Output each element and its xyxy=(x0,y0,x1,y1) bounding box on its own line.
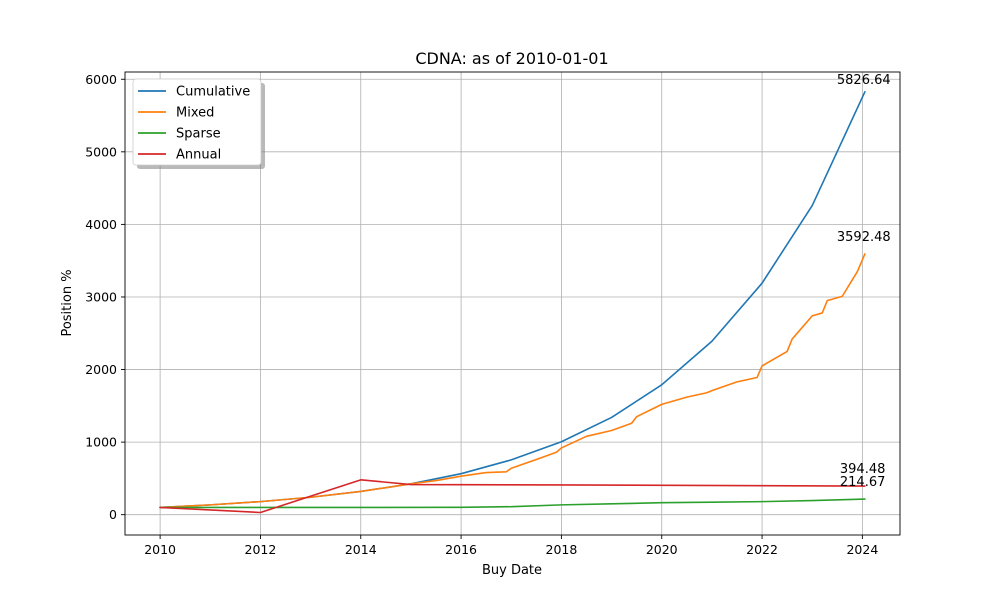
end-label-mixed: 3592.48 xyxy=(837,230,891,245)
x-tick-label: 2024 xyxy=(846,542,878,557)
y-tick-label: 0 xyxy=(109,507,117,522)
x-tick-label: 2014 xyxy=(345,542,377,557)
end-label-annual: 394.48 xyxy=(840,462,886,477)
end-label-cumulative: 5826.64 xyxy=(837,73,891,88)
x-axis-title: Buy Date xyxy=(482,563,542,578)
end-label-sparse: 214.67 xyxy=(840,475,886,490)
legend-label-cumulative: Cumulative xyxy=(176,85,250,100)
plot-frame xyxy=(124,71,901,536)
axis-ticks: 2010 2012 2014 2016 2018 2020 2022 2024 0 1000 200… xyxy=(85,72,878,557)
x-tick-label: 2010 xyxy=(144,542,176,557)
x-tick-label: 2020 xyxy=(646,542,678,557)
y-tick-label: 5000 xyxy=(85,144,117,159)
x-tick-label: 2018 xyxy=(546,542,578,557)
y-tick-label: 1000 xyxy=(85,435,117,450)
grid xyxy=(125,72,900,535)
y-tick-label: 2000 xyxy=(85,362,117,377)
y-tick-label: 4000 xyxy=(85,217,117,232)
y-tick-label: 3000 xyxy=(85,289,117,304)
legend-label-mixed: Mixed xyxy=(176,106,214,121)
series-line-sparse xyxy=(159,498,866,509)
legend-box xyxy=(132,78,262,166)
chart-title: CDNA: as of 2010-01-01 xyxy=(415,49,608,68)
y-axis-title: Position % xyxy=(60,269,75,336)
legend-label-annual: Annual xyxy=(176,148,221,163)
series-line-annual xyxy=(159,479,866,514)
x-tick-label: 2022 xyxy=(746,542,778,557)
legend-label-sparse: Sparse xyxy=(176,127,221,142)
x-tick-label: 2016 xyxy=(445,542,477,557)
legend: Cumulative Mixed Sparse Annual xyxy=(132,78,265,169)
series-line-mixed xyxy=(159,253,866,509)
y-tick-label: 6000 xyxy=(85,72,117,87)
series-lines xyxy=(159,91,866,514)
x-tick-label: 2012 xyxy=(245,542,277,557)
